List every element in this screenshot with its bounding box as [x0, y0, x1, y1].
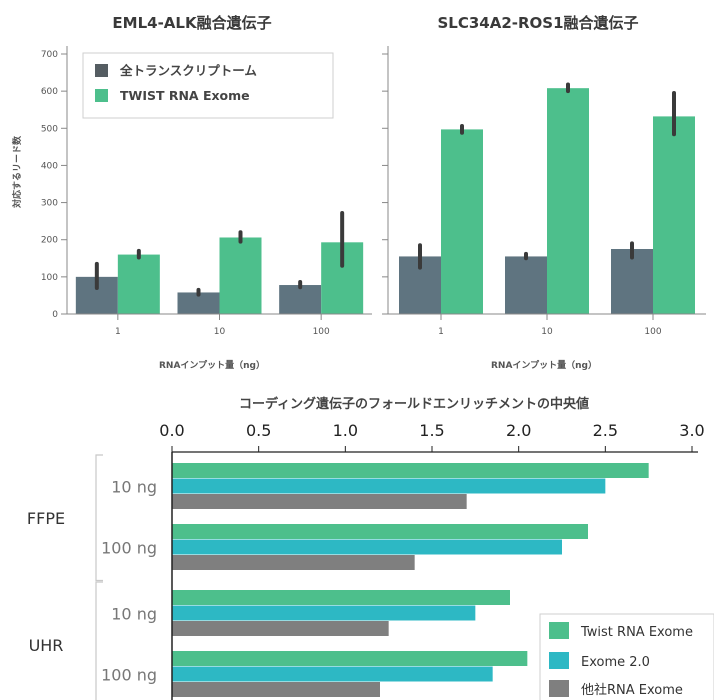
bar-twist-rna-exome-1	[441, 129, 483, 314]
legend-label-exome-2-0: Exome 2.0	[581, 655, 650, 670]
category-label-ffpe-10-ng: 10 ng	[111, 477, 157, 496]
bar-whole-transcriptome-100	[279, 285, 322, 314]
legend-label-twist-rna-exome: TWIST RNA Exome	[120, 88, 250, 103]
chart-eml4-alk-title: EML4-ALK融合遺伝子	[112, 14, 271, 32]
x-tick-label-1-5: 1.5	[419, 421, 444, 440]
legend-swatch-twist-rna-exome	[549, 622, 569, 639]
x-tick-label-1-0: 1.0	[333, 421, 358, 440]
y-tick-label-400: 400	[41, 161, 58, 171]
x-tick-label-1: 1	[115, 327, 121, 337]
chart-eml4-alk: EML4-ALK融合遺伝子 対応するリード数 RNAインプット量（ng） 0 10…	[11, 14, 372, 371]
group-label-uhr: UHR	[29, 636, 64, 655]
bar-twist-rna-exome-ffpe-10-ng	[172, 463, 649, 478]
bar-whole-transcriptome-100	[611, 249, 653, 314]
bar-twist-rna-exome-1	[117, 254, 160, 314]
category-label-ffpe-100-ng: 100 ng	[101, 538, 157, 557]
y-tick-label-300: 300	[41, 199, 58, 209]
y-tick-label-500: 500	[41, 124, 58, 134]
legend-frame	[82, 52, 334, 119]
bar-exome-2-0-uhr-100-ng	[172, 666, 493, 682]
legend-label-whole-transcriptome: 全トランスクリプトーム	[119, 63, 257, 78]
y-tick-label-100: 100	[41, 273, 58, 283]
group-label-ffpe: FFPE	[27, 509, 65, 528]
legend-swatch-twist-rna-exome	[95, 89, 108, 102]
legend-swatch-exome-2-0	[549, 652, 569, 669]
bar-exome-2-0-uhr-10-ng	[172, 605, 476, 621]
group-bracket-uhr	[95, 581, 103, 700]
bar-twist-rna-exome-ffpe-100-ng	[172, 524, 588, 539]
group-bracket-ffpe	[95, 454, 103, 582]
bar-twist-rna-exome-100	[653, 116, 695, 315]
legend-label-other-rna-exome: 他社RNA Exome	[581, 682, 683, 698]
x-axis-label-eml4-alk: RNAインプット量（ng）	[159, 359, 265, 371]
x-axis-label-slc34a2-ros1: RNAインプット量（ng）	[491, 359, 597, 371]
legend-top: 全トランスクリプトーム TWIST RNA Exome	[82, 52, 334, 119]
y-tick-label-600: 600	[41, 87, 58, 97]
x-tick-label-0-0: 0.0	[159, 421, 184, 440]
bar-twist-rna-exome-uhr-100-ng	[172, 651, 528, 666]
bar-whole-transcriptome-10	[177, 292, 220, 314]
category-label-uhr-10-ng: 10 ng	[111, 604, 157, 623]
y-tick-label-200: 200	[41, 236, 58, 246]
y-axis-label: 対応するリード数	[11, 135, 23, 209]
bar-other-rna-exome-ffpe-10-ng	[172, 494, 467, 509]
x-tick-label-1: 1	[438, 327, 444, 337]
bar-exome-2-0-ffpe-10-ng	[172, 478, 606, 494]
chart-fold-enrichment-title: コーディング遺伝子のフォールドエンリッチメントの中央値	[239, 396, 589, 412]
legend-label-twist-rna-exome: Twist RNA Exome	[580, 625, 693, 640]
y-tick-label-700: 700	[41, 50, 58, 60]
x-tick-label-10: 10	[541, 327, 553, 337]
x-tick-label-100: 100	[644, 327, 661, 337]
legend-swatch-other-rna-exome	[549, 680, 569, 697]
bar-other-rna-exome-uhr-10-ng	[172, 621, 389, 636]
chart-slc34a2-ros1-title: SLC34A2-ROS1融合遺伝子	[437, 14, 638, 32]
x-tick-label-10: 10	[214, 327, 226, 337]
bar-other-rna-exome-uhr-100-ng	[172, 682, 380, 697]
bar-other-rna-exome-ffpe-100-ng	[172, 555, 415, 570]
bar-whole-transcriptome-10	[505, 256, 547, 314]
chart-slc34a2-ros1: SLC34A2-ROS1融合遺伝子 RNAインプット量（ng） 1 10 100	[382, 14, 706, 371]
bar-twist-rna-exome-uhr-10-ng	[172, 590, 510, 605]
x-tick-label-2-0: 2.0	[506, 421, 531, 440]
legend-bottom: Twist RNA Exome Exome 2.0 他社RNA Exome	[539, 613, 714, 700]
legend-swatch-whole-transcriptome	[95, 64, 108, 77]
x-tick-label-0-5: 0.5	[246, 421, 271, 440]
x-tick-label-100: 100	[313, 327, 330, 337]
bar-exome-2-0-ffpe-100-ng	[172, 539, 562, 555]
bar-twist-rna-exome-10	[219, 237, 262, 314]
y-tick-label-0: 0	[52, 310, 58, 320]
x-tick-label-3-0: 3.0	[679, 421, 704, 440]
bar-twist-rna-exome-10	[547, 88, 589, 315]
chart-fold-enrichment: コーディング遺伝子のフォールドエンリッチメントの中央値 0.0 0.5 1.0 1.5…	[27, 396, 714, 700]
category-label-uhr-100-ng: 100 ng	[101, 665, 157, 684]
x-tick-label-2-5: 2.5	[593, 421, 618, 440]
